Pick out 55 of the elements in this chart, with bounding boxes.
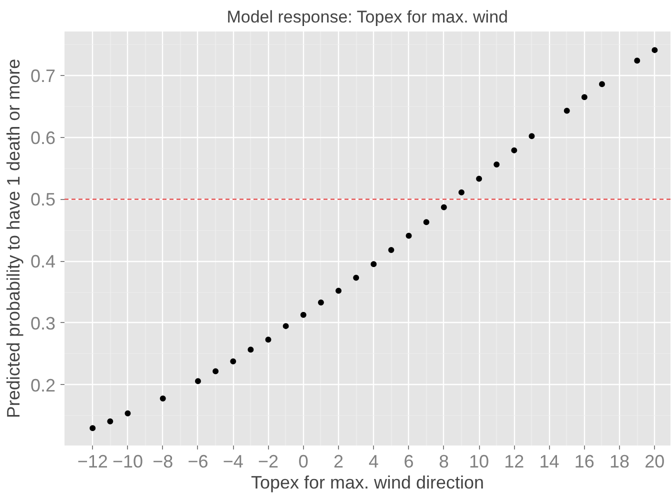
point bbox=[194, 378, 201, 384]
x-tick-label: 6 bbox=[404, 452, 414, 472]
x-tick-label: 16 bbox=[574, 452, 594, 472]
x-tick-label: 2 bbox=[334, 452, 344, 472]
y-tick-label: 0.7 bbox=[30, 66, 56, 86]
x-tick-label: −8 bbox=[152, 452, 174, 472]
point bbox=[353, 274, 360, 281]
point bbox=[160, 395, 166, 402]
point bbox=[318, 300, 324, 306]
chart-title: Model response: Topex for max. wind bbox=[226, 8, 508, 26]
x-tick-label: 12 bbox=[504, 452, 524, 472]
y-tick-label: 0.2 bbox=[30, 375, 56, 396]
point bbox=[423, 219, 430, 226]
point bbox=[336, 288, 342, 294]
point bbox=[494, 162, 500, 168]
x-tick-label: 14 bbox=[539, 452, 560, 472]
x-tick-label: 18 bbox=[610, 452, 630, 472]
point bbox=[300, 312, 306, 318]
point bbox=[230, 358, 236, 364]
point bbox=[652, 47, 658, 54]
point bbox=[598, 81, 605, 88]
x-tick-label: 20 bbox=[644, 452, 665, 472]
x-tick-label: 4 bbox=[368, 452, 379, 472]
x-tick-label: −12 bbox=[77, 452, 108, 472]
point bbox=[370, 261, 377, 268]
x-tick-label: −2 bbox=[258, 452, 279, 472]
y-tick-label: 0.4 bbox=[30, 252, 56, 272]
point bbox=[440, 204, 447, 210]
y-tick-label: 0.6 bbox=[30, 128, 56, 148]
point bbox=[528, 133, 535, 140]
point bbox=[458, 189, 464, 196]
x-tick-label: 0 bbox=[298, 452, 308, 472]
y-tick-label: 0.3 bbox=[30, 313, 56, 334]
x-tick-label: −6 bbox=[188, 452, 208, 472]
x-tick-label: 10 bbox=[469, 452, 490, 472]
point bbox=[476, 176, 482, 182]
point bbox=[212, 368, 219, 374]
x-tick-label: −4 bbox=[222, 452, 244, 472]
point bbox=[511, 147, 518, 154]
point bbox=[564, 108, 570, 114]
point bbox=[581, 94, 588, 100]
x-tick-label: −10 bbox=[112, 452, 144, 472]
point bbox=[406, 232, 412, 239]
point bbox=[107, 418, 114, 424]
x-tick-label: 8 bbox=[438, 452, 449, 472]
point bbox=[124, 410, 131, 416]
y-axis-title: Predicted probability to have 1 death or more bbox=[3, 58, 24, 418]
point bbox=[634, 58, 640, 64]
point bbox=[388, 246, 394, 253]
point bbox=[282, 323, 289, 330]
point bbox=[90, 425, 96, 432]
point bbox=[265, 336, 272, 343]
x-axis-title: Topex for max. wind direction bbox=[250, 472, 484, 492]
point bbox=[248, 346, 254, 353]
y-tick-label: 0.5 bbox=[30, 190, 56, 210]
